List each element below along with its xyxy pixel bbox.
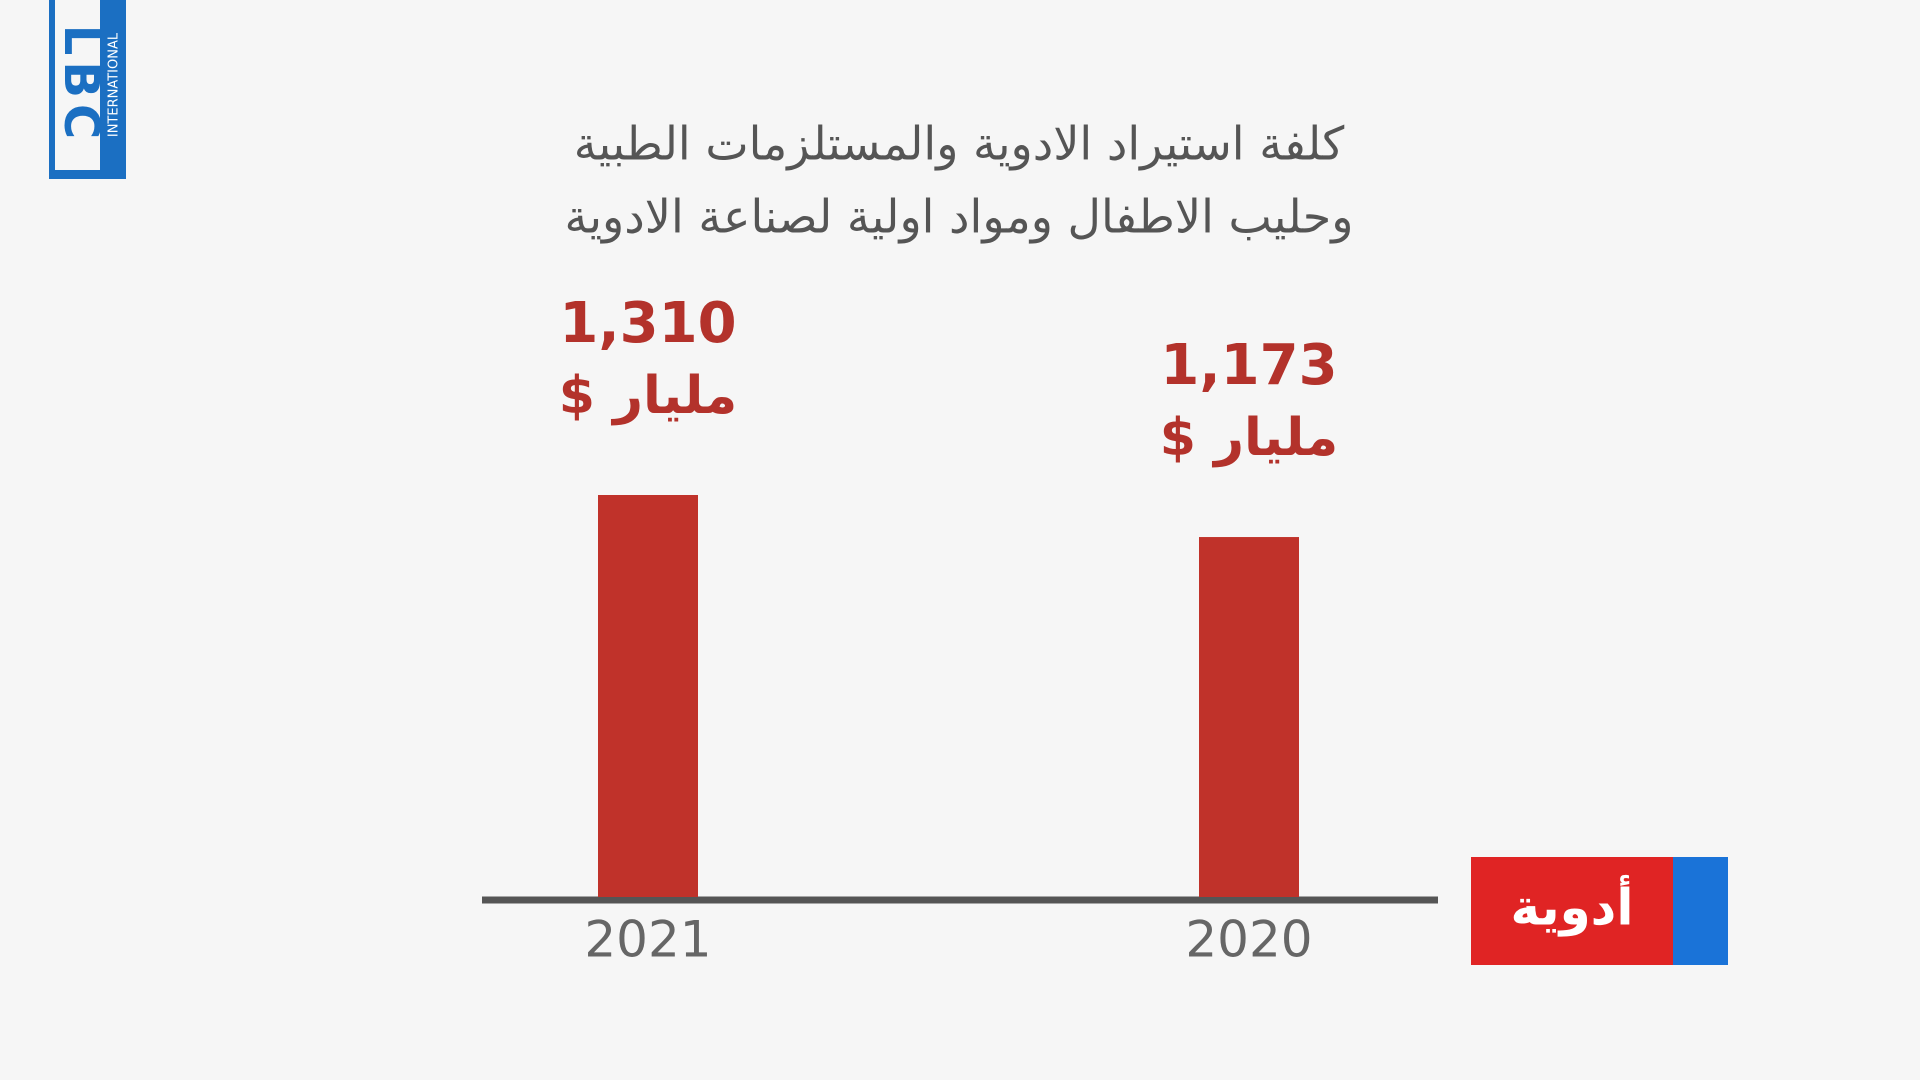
tag-text: أدوية	[1511, 875, 1634, 938]
value-label: 1,310	[559, 291, 736, 356]
tag-box	[1471, 857, 1673, 965]
logo: LBC INTERNATIONAL	[49, 0, 126, 179]
logo-name: LBC	[53, 25, 109, 145]
x-tick-label: 2020	[1185, 911, 1312, 969]
value-unit: مليار $	[559, 366, 737, 426]
bar	[598, 495, 698, 897]
logo-inner	[55, 0, 100, 170]
value-label: 1,173	[1160, 333, 1337, 398]
bar	[1199, 537, 1299, 897]
tag: أدوية	[1471, 857, 1728, 965]
x-tick-label: 2021	[584, 911, 711, 969]
tag-accent	[1673, 857, 1728, 965]
value-unit: مليار $	[1160, 408, 1338, 468]
chart-title: كلفة استيراد الادوية والمستلزمات الطبية	[574, 117, 1345, 172]
chart-title: وحليب الاطفال ومواد اولية لصناعة الادوية	[565, 190, 1354, 245]
logo-subtitle: INTERNATIONAL	[107, 32, 122, 137]
